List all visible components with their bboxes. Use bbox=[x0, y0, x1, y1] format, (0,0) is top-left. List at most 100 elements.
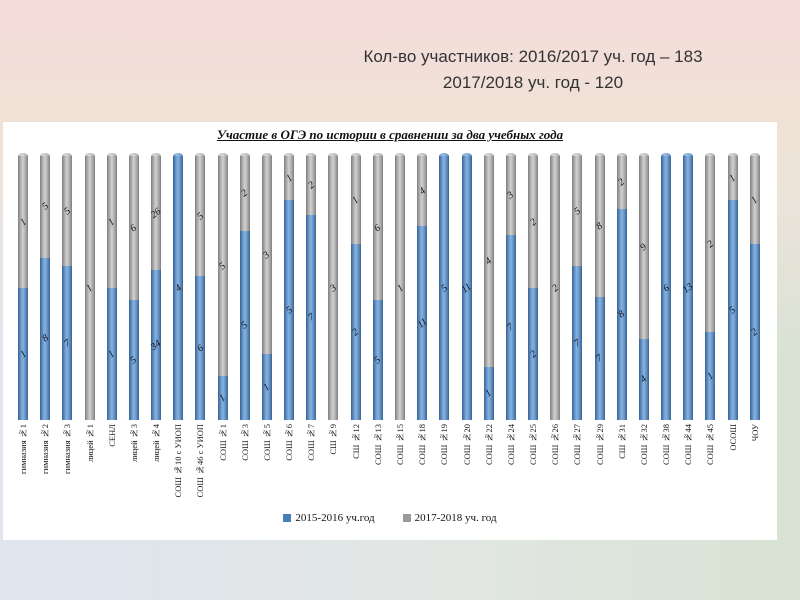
bar-slot: 1 5 СОШ №6 bbox=[278, 153, 300, 461]
value-label: 4 bbox=[483, 255, 495, 268]
segment-2017-2018: 6 bbox=[129, 156, 139, 300]
segment-2017-2018: 3 bbox=[262, 156, 272, 354]
value-label: 2 bbox=[616, 176, 628, 189]
category-label: СОШ №25 bbox=[528, 424, 539, 466]
value-label: 5 bbox=[572, 205, 583, 217]
stacked-bar: 13 bbox=[681, 153, 696, 420]
segment-2015-2016: 8 bbox=[40, 257, 51, 420]
segment-2017-2018: 5 bbox=[40, 156, 51, 258]
value-label: 11 bbox=[459, 280, 474, 296]
value-label: 4 bbox=[416, 185, 428, 198]
category-label: СОШ №22 bbox=[483, 424, 494, 466]
value-label: 6 bbox=[195, 342, 206, 354]
bar-slot: 2 2 СОШ №25 bbox=[522, 153, 544, 466]
value-label: 5 bbox=[283, 304, 295, 316]
value-label: 7 bbox=[572, 337, 583, 349]
category-label: СОШ №45 bbox=[705, 424, 716, 466]
value-label: 2 bbox=[527, 216, 539, 228]
category-label: СОШ №32 bbox=[638, 424, 649, 466]
category-label: СОШ №13 bbox=[372, 424, 383, 466]
bar-slot: 6 5 СОШ №13 bbox=[367, 153, 389, 466]
segment-2017-2018: 1 bbox=[84, 156, 95, 420]
bar-slot: 4 11 СОШ №18 bbox=[411, 153, 433, 465]
segment-2015-2016: 7 bbox=[305, 214, 317, 420]
segment-2017-2018: 1 bbox=[106, 156, 117, 288]
stacked-bar: 6 bbox=[661, 153, 671, 420]
value-label: 11 bbox=[415, 316, 430, 331]
stacked-bar: 26 34 bbox=[149, 153, 163, 420]
segment-2017-2018: 2 bbox=[616, 156, 628, 209]
segment-2017-2018: 1 bbox=[727, 156, 738, 200]
segment-2017-2018: 5 bbox=[217, 156, 228, 376]
category-label: гимназия №3 bbox=[62, 424, 73, 474]
legend-marker-icon bbox=[402, 514, 411, 522]
bar-slot: 2 1 СОШ №45 bbox=[699, 153, 721, 466]
value-label: 2 bbox=[305, 179, 317, 192]
participants-line-1: Кол-во участников: 2016/2017 уч. год – 1… bbox=[363, 47, 703, 66]
value-label: 1 bbox=[84, 282, 95, 294]
segment-2015-2016: 5 bbox=[372, 300, 384, 420]
value-label: 7 bbox=[305, 311, 317, 324]
segment-2015-2016: 1 bbox=[483, 367, 494, 420]
stacked-bar: 1 bbox=[84, 153, 95, 420]
category-label: СОШ №24 bbox=[505, 424, 516, 466]
bar-slot: 5 6 СОШ №46 с УИОП bbox=[189, 153, 211, 497]
category-label: СОШ №5 bbox=[261, 424, 272, 461]
category-label: СОШ №7 bbox=[306, 424, 317, 461]
value-label: 3 bbox=[261, 249, 273, 261]
bar-slot: 9 4 СОШ №32 bbox=[633, 153, 655, 466]
chart-legend: 2015-2016 уч.год 2017-2018 уч. год bbox=[3, 512, 777, 524]
stacked-bar: 11 bbox=[459, 153, 474, 420]
value-label: 7 bbox=[505, 321, 517, 334]
chart-panel: Участие в ОГЭ по истории в сравнении за … bbox=[3, 122, 777, 540]
segment-2017-2018: 8 bbox=[594, 156, 605, 297]
stacked-bar: 3 bbox=[328, 153, 339, 420]
chart-title: Участие в ОГЭ по истории в сравнении за … bbox=[216, 127, 564, 142]
value-label: 7 bbox=[594, 352, 605, 365]
category-label: СОШ №44 bbox=[683, 424, 694, 466]
category-label: лицей №3 bbox=[128, 424, 139, 463]
segment-2017-2018: 9 bbox=[639, 156, 649, 339]
segment-2015-2016: 6 bbox=[661, 156, 671, 420]
value-label: 7 bbox=[62, 337, 73, 349]
segment-2017-2018: 2 bbox=[528, 156, 538, 288]
value-label: 5 bbox=[217, 260, 228, 272]
value-label: 5 bbox=[128, 354, 140, 366]
value-label: 2 bbox=[705, 238, 716, 250]
segment-2015-2016: 13 bbox=[681, 156, 696, 420]
bar-slot: 1 2 СШ №12 bbox=[345, 153, 367, 459]
value-label: 5 bbox=[372, 354, 384, 366]
category-label: СОШ №26 bbox=[550, 424, 561, 466]
segment-2015-2016: 7 bbox=[572, 266, 583, 420]
category-label: СОШ №29 bbox=[594, 424, 605, 466]
value-label: 4 bbox=[638, 373, 650, 386]
value-label: 4 bbox=[172, 282, 184, 294]
segment-2015-2016: 1 bbox=[18, 288, 28, 420]
value-label: 6 bbox=[128, 222, 140, 234]
segment-2017-2018: 1 bbox=[18, 156, 28, 288]
legend-label: 2017-2018 уч. год bbox=[414, 512, 497, 524]
segment-2017-2018: 5 bbox=[195, 156, 206, 276]
segment-2017-2018: 1 bbox=[284, 156, 294, 200]
participants-line-2: 2017/2018 уч. год - 120 bbox=[442, 73, 624, 92]
segment-2015-2016: 11 bbox=[459, 156, 474, 420]
bar-slot: 11 СОШ №20 bbox=[455, 153, 477, 465]
bar-slot: 3 7 СОШ №24 bbox=[500, 153, 522, 466]
segment-2015-2016: 2 bbox=[749, 244, 760, 420]
value-label: 5 bbox=[438, 282, 450, 294]
legend-item: 2015-2016 уч.год bbox=[283, 512, 375, 524]
bar-slot: 5 СОШ №19 bbox=[433, 153, 455, 465]
category-label: ЧОУ bbox=[749, 424, 760, 442]
value-label: 8 bbox=[594, 220, 605, 233]
